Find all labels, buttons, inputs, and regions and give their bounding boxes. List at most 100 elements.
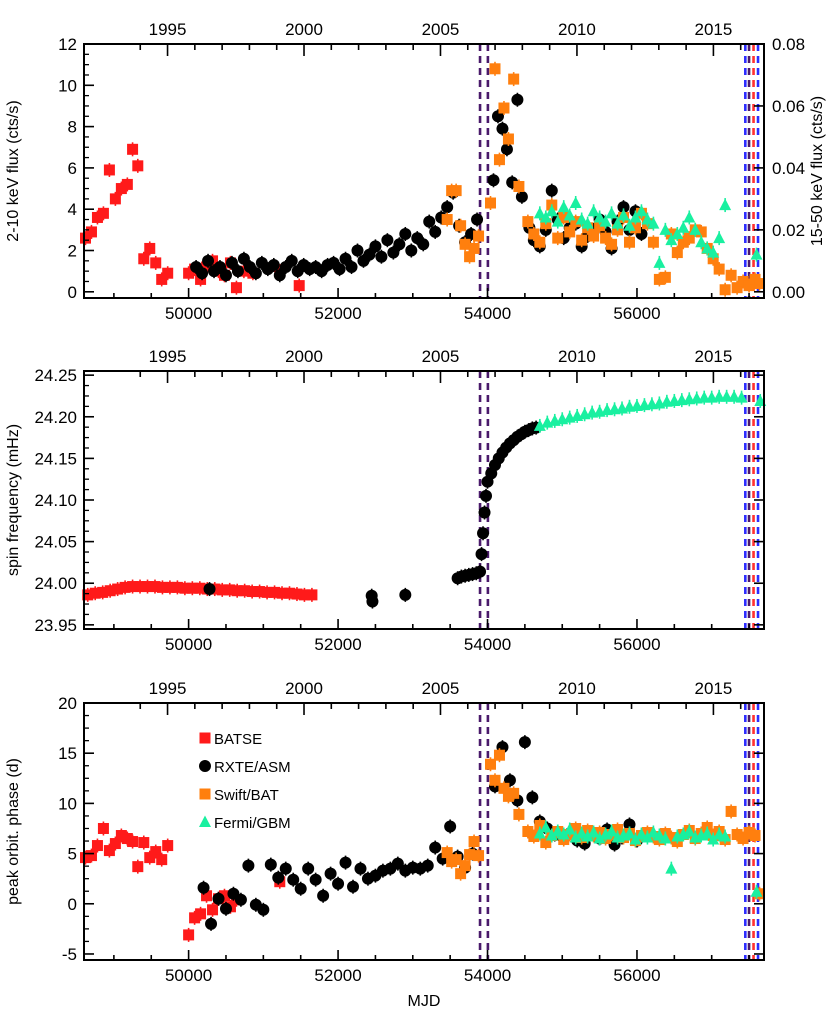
series-rxte-asm [190,92,648,283]
data-point [230,282,242,294]
x-tick-label: 52000 [314,635,361,654]
data-point [575,827,588,839]
data-point [677,828,690,840]
data-point [162,840,174,852]
data-point [429,225,442,238]
x-axis-label: MJD [408,993,441,1010]
data-point [459,860,471,872]
y-tick-label: 23.95 [34,616,77,635]
data-point [103,845,115,857]
data-point [653,256,666,268]
top-year-label: 2010 [558,347,596,366]
y-tick-label: 6 [68,159,77,178]
data-point [127,143,139,155]
data-point [269,586,281,598]
data-point [97,822,109,834]
data-point [317,889,330,902]
data-point [162,267,174,279]
data-point [242,859,255,872]
data-point [464,251,476,263]
data-point [575,213,588,225]
x-tick-label: 50000 [165,966,212,985]
data-point [272,871,285,884]
data-point [82,589,94,601]
data-point [273,269,286,282]
data-point [195,273,207,285]
legend-label: RXTE/ASM [214,759,291,776]
data-point [115,830,127,842]
data-point [104,585,116,597]
data-point [85,226,97,238]
top-year-label: 2015 [694,20,732,39]
data-point [539,820,552,833]
data-point [677,221,690,233]
top-year-label: 2015 [694,347,732,366]
data-point [97,586,109,598]
data-point [399,588,412,601]
data-point [498,102,510,114]
data-point [197,881,210,894]
data-point [471,213,484,226]
x-tick-label: 56000 [613,635,660,654]
series-batse [79,821,286,942]
data-point [570,822,582,834]
data-point [399,227,412,240]
data-point [345,261,358,274]
y-tick-label: 24.15 [34,449,77,468]
data-point [731,282,743,294]
data-point [551,825,564,837]
data-point [754,278,766,290]
data-point [246,586,258,598]
series-fermi-gbm [533,196,763,270]
data-point [477,527,490,540]
top-year-label: 2000 [285,20,323,39]
data-point [239,585,251,597]
data-point [500,143,513,156]
y2-tick-label: 0.02 [772,221,805,240]
data-point [719,198,732,211]
data-point [339,856,352,869]
legend-label: Fermi/GBM [214,815,291,832]
data-point [391,857,404,870]
data-point [347,880,360,893]
data-point [593,210,606,223]
x-tick-label: 54000 [464,304,511,323]
y-tick-label: 10 [58,794,77,813]
data-point [695,226,707,238]
data-point [150,257,162,269]
data-point [518,736,531,749]
data-point [150,846,162,858]
data-point [294,882,307,895]
data-point [534,236,546,248]
data-point [231,585,243,597]
top-year-label: 2005 [422,347,460,366]
data-point [441,201,454,214]
data-point [138,253,150,265]
data-point [450,854,462,866]
data-point [629,222,641,234]
plot-frame [83,702,765,961]
data-point [612,823,624,835]
data-point [683,232,695,244]
data-point [557,200,570,213]
data-point [629,210,642,223]
data-point [103,164,115,176]
y-tick-label: 0 [68,283,77,302]
data-point [363,248,376,261]
data-point [496,122,509,135]
data-point [405,244,418,257]
data-point [605,825,618,837]
data-point [743,280,755,292]
y-tick-label: 24.10 [34,491,77,510]
legend-label: Swift/BAT [214,787,279,804]
data-point [557,828,570,840]
data-point [570,216,582,228]
data-point [533,419,546,431]
data-point [333,263,346,276]
data-point [293,280,305,292]
data-point [214,261,226,274]
data-point [468,242,480,254]
data-point [79,232,91,244]
data-point [533,206,546,219]
data-point [234,893,247,906]
